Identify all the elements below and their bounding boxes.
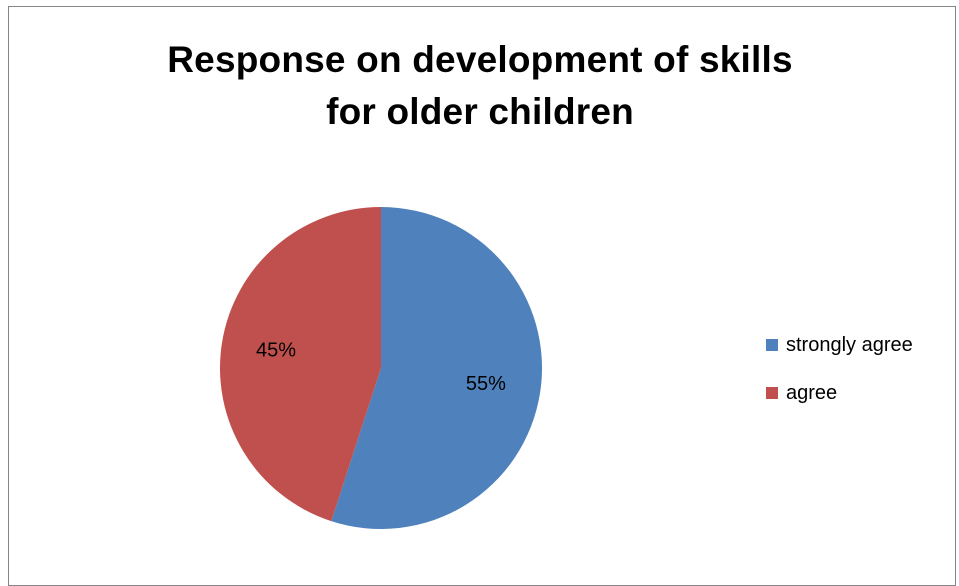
legend-label-agree: agree [786,381,838,404]
pie-slice-agree [220,207,381,522]
pie-data-labels: 55% 45% [256,340,506,395]
legend-swatch-agree [766,387,778,399]
legend-item-agree: agree [766,376,913,410]
chart-legend: strongly agree agree [766,328,913,424]
chart-title: Response on development of skills for ol… [0,34,959,138]
legend-swatch-strongly-agree [766,339,778,351]
chart-title-line-1: Response on development of skills [167,39,793,80]
legend-item-strongly-agree: strongly agree [766,328,913,362]
pie-label-strongly-agree: 55% [466,373,506,395]
pie-label-agree: 45% [256,340,296,362]
legend-label-strongly-agree: strongly agree [786,333,913,356]
pie-slices [220,207,542,529]
chart-title-line-2: for older children [326,91,634,132]
pie-slice-strongly-agree [331,207,542,529]
